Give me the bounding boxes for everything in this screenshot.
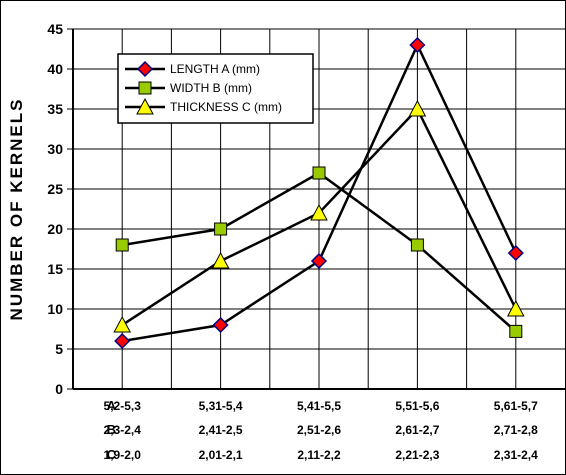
data-point [113, 315, 132, 333]
category-label: 5,61-5,7 [494, 399, 538, 413]
category-label: 2,41-2,5 [199, 423, 243, 437]
data-point [410, 238, 424, 252]
category-label: 2,31-2,4 [494, 448, 538, 462]
data-point [408, 99, 427, 117]
category-label: 5,51-5,6 [395, 399, 439, 413]
data-point [507, 244, 524, 262]
category-label: 2,61-2,7 [395, 423, 439, 437]
legend-item: LENGTH A (mm) [125, 60, 260, 78]
legend-label: LENGTH A (mm) [170, 62, 260, 76]
data-point [115, 238, 129, 252]
data-point [509, 324, 523, 338]
data-point [310, 203, 328, 221]
category-label: 2,3-2,4 [104, 423, 142, 437]
data-point [114, 332, 131, 350]
legend: LENGTH A (mm) WIDTH B (mm) THICKNESS C (mm… [117, 53, 314, 124]
y-tick-label: 40 [47, 61, 63, 77]
category-label: 2,01-2,1 [199, 448, 243, 462]
category-label: 2,71-2,8 [494, 423, 538, 437]
data-point [211, 251, 230, 269]
series-1 [115, 166, 523, 338]
data-point [506, 299, 525, 317]
data-point [312, 166, 326, 180]
legend-label: WIDTH B (mm) [170, 81, 252, 95]
legend-label: THICKNESS C (mm) [170, 100, 282, 114]
y-tick-label: 20 [47, 221, 63, 237]
category-label: 5,41-5,5 [297, 399, 341, 413]
y-tick-label: 45 [47, 21, 63, 37]
data-point [212, 316, 229, 334]
series-2 [113, 99, 525, 333]
data-point [214, 222, 228, 236]
y-tick-label: 5 [55, 341, 63, 357]
y-tick-label: 10 [47, 301, 63, 317]
category-label: 2,11-2,2 [297, 448, 341, 462]
category-row-label: B [107, 422, 116, 437]
category-label: 5,2-5,3 [104, 399, 142, 413]
y-tick-label: 30 [47, 141, 63, 157]
category-label: 1,9-2,0 [104, 448, 142, 462]
data-point [409, 36, 426, 54]
category-row-label: A [107, 398, 117, 413]
category-label: 2,51-2,6 [297, 423, 341, 437]
legend-item: THICKNESS C (mm) [125, 97, 282, 115]
y-tick-label: 0 [55, 381, 63, 397]
legend-marker [136, 97, 154, 115]
data-point [310, 252, 328, 270]
category-label: 5,31-5,4 [199, 399, 243, 413]
legend-marker [136, 60, 154, 78]
legend-item: WIDTH B (mm) [125, 81, 252, 95]
y-axis-title: NUMBER OF KERNELS [7, 98, 26, 321]
y-tick-label: 35 [47, 101, 63, 117]
y-tick-label: 25 [47, 181, 63, 197]
series-0 [114, 36, 524, 350]
legend-marker [138, 81, 152, 95]
category-row-label: C [107, 447, 117, 462]
y-tick-label: 15 [47, 261, 63, 277]
category-label: 2,21-2,3 [395, 448, 439, 462]
